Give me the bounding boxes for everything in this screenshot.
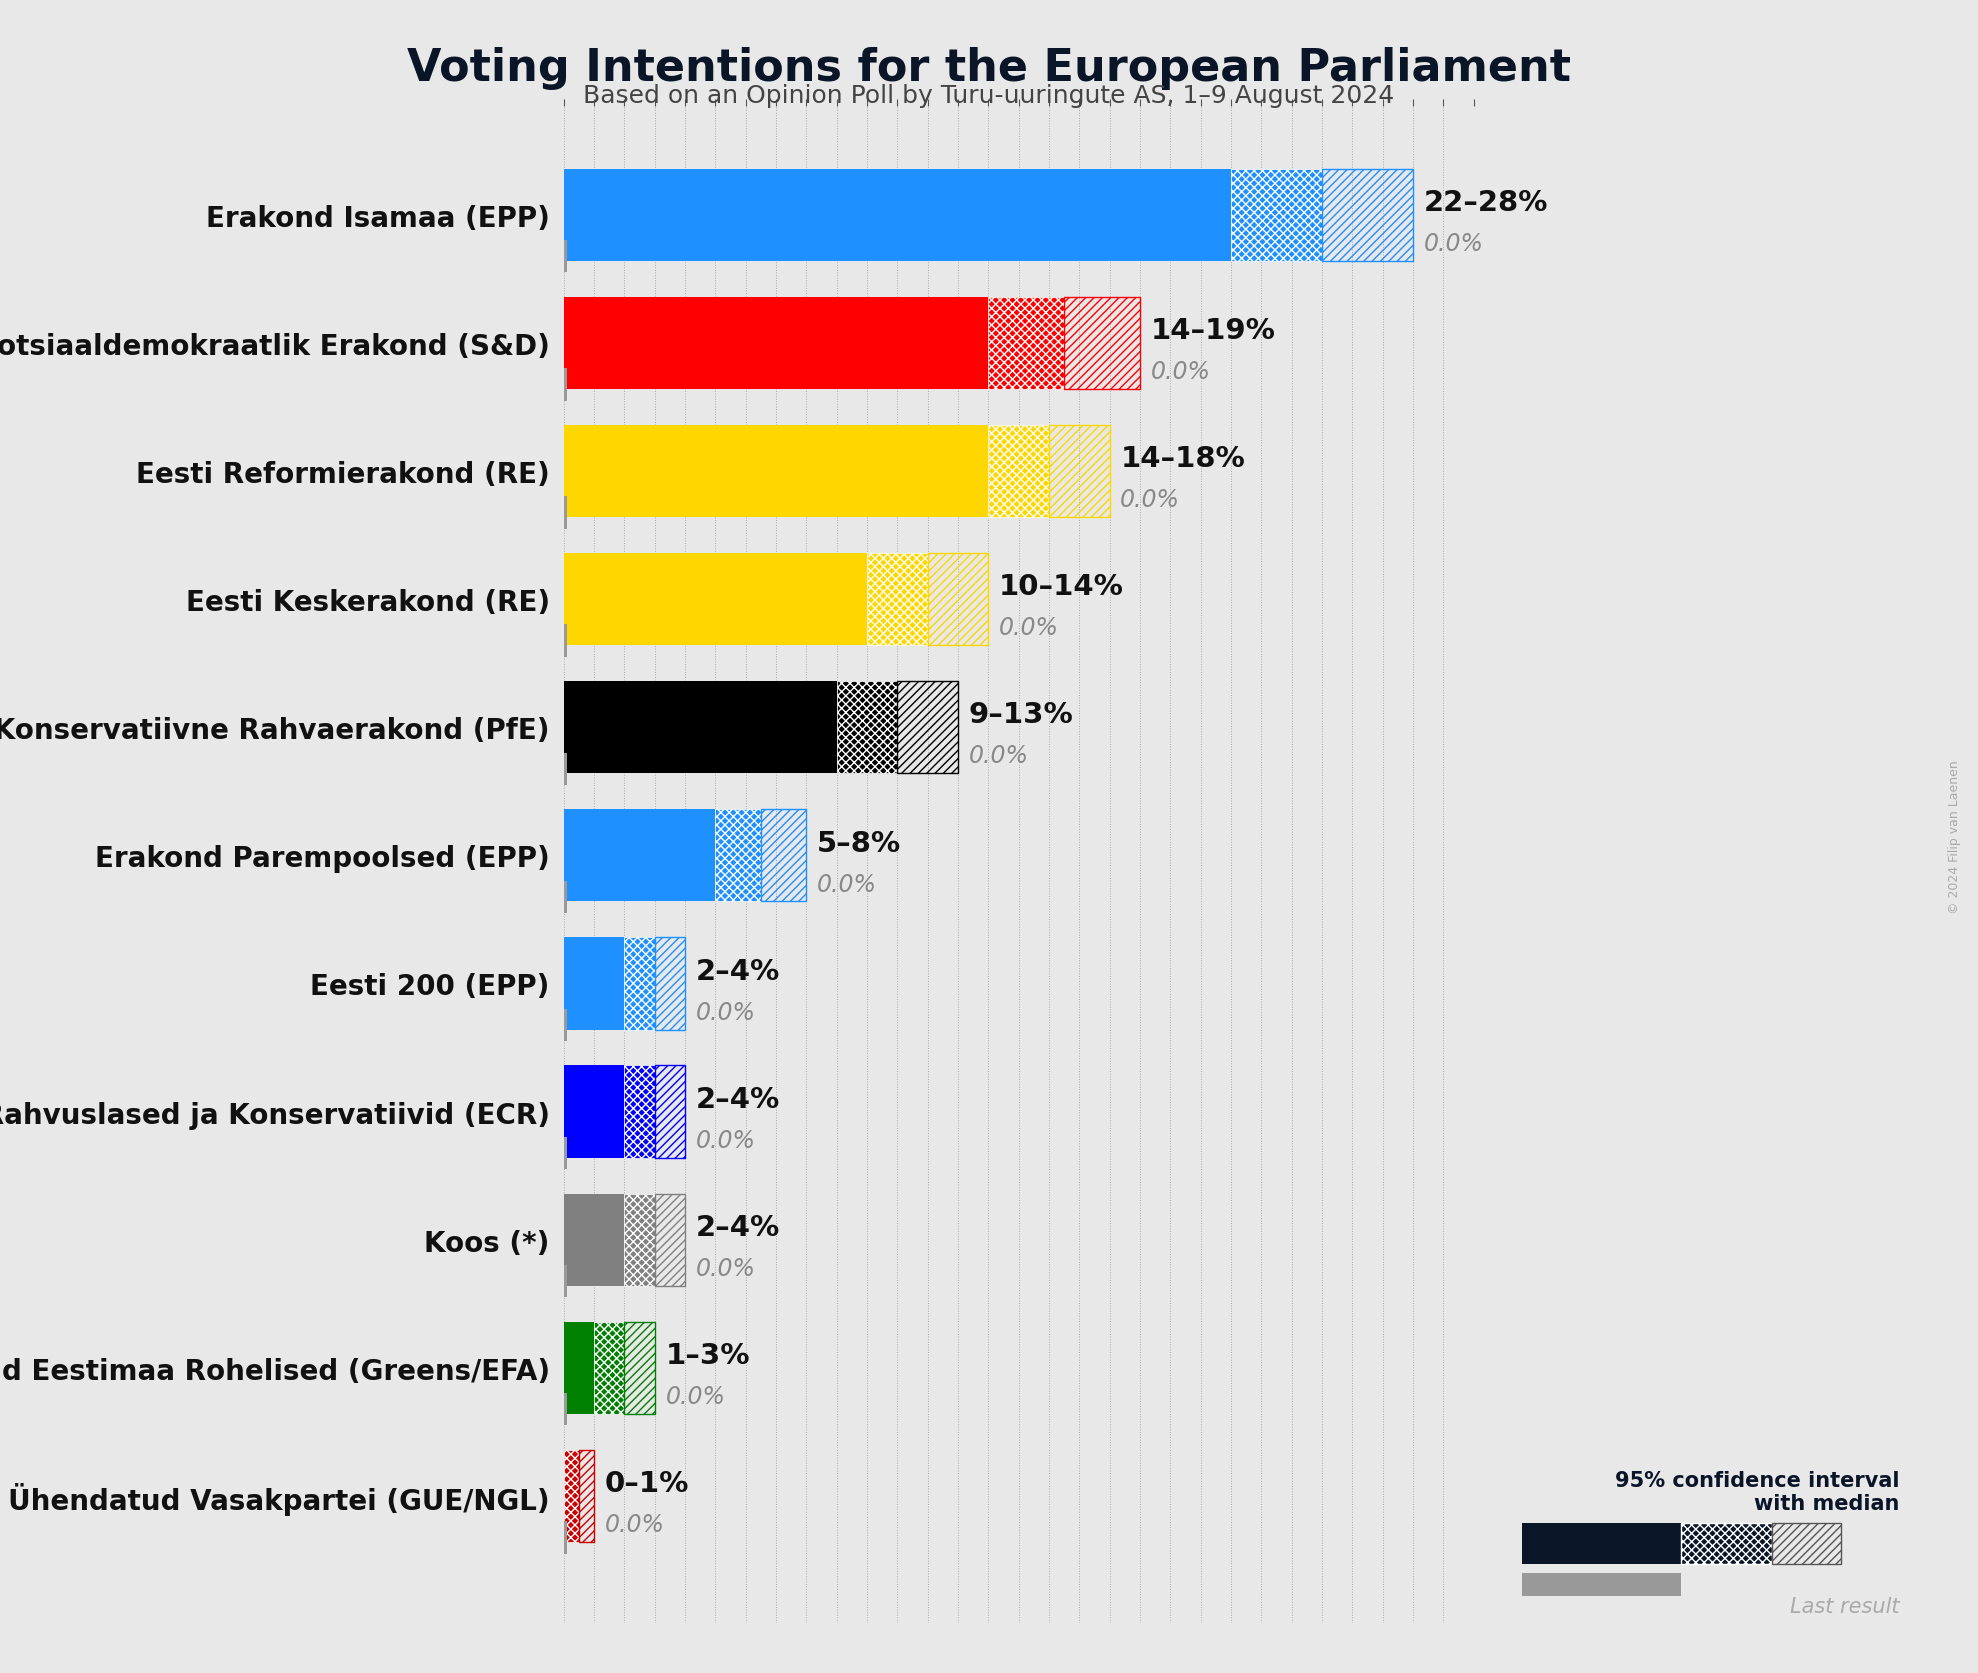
Bar xyxy=(564,810,716,902)
Bar xyxy=(1523,1522,1681,1564)
Bar xyxy=(593,1322,625,1414)
Text: 0.0%: 0.0% xyxy=(605,1512,665,1536)
Bar xyxy=(564,497,568,529)
Text: 0.0%: 0.0% xyxy=(1424,233,1484,256)
Bar xyxy=(564,1450,580,1543)
Bar xyxy=(564,298,989,390)
Bar xyxy=(625,1195,655,1287)
Bar xyxy=(564,1394,568,1425)
Text: 1–3%: 1–3% xyxy=(665,1342,750,1369)
Bar xyxy=(762,810,807,902)
Text: 0.0%: 0.0% xyxy=(1120,489,1181,512)
Bar xyxy=(716,810,762,902)
Text: 0.0%: 0.0% xyxy=(1151,360,1211,383)
Text: 0.0%: 0.0% xyxy=(696,1256,756,1280)
Bar xyxy=(564,681,837,775)
Bar xyxy=(564,1066,625,1158)
Bar xyxy=(564,1265,568,1298)
Text: 2–4%: 2–4% xyxy=(696,1086,779,1113)
Bar xyxy=(1048,425,1110,519)
Bar xyxy=(564,370,568,402)
Text: 2–4%: 2–4% xyxy=(696,957,779,985)
Bar xyxy=(564,241,568,273)
Bar xyxy=(1064,298,1139,390)
Bar xyxy=(564,1195,625,1287)
Bar xyxy=(564,1521,568,1554)
Bar xyxy=(866,554,928,646)
Bar xyxy=(1681,1522,1772,1564)
Text: Based on an Opinion Poll by Turu-uuringute AS, 1–9 August 2024: Based on an Opinion Poll by Turu-uuringu… xyxy=(584,84,1394,107)
Text: 0.0%: 0.0% xyxy=(696,1000,756,1024)
Bar xyxy=(564,1138,568,1169)
Bar xyxy=(655,939,684,1031)
Bar xyxy=(1321,169,1412,261)
Text: 0.0%: 0.0% xyxy=(817,872,876,897)
Text: 0.0%: 0.0% xyxy=(665,1384,726,1409)
Bar xyxy=(564,554,866,646)
Bar xyxy=(655,1195,684,1287)
Bar xyxy=(625,939,655,1031)
Text: 14–19%: 14–19% xyxy=(1151,316,1276,345)
Text: © 2024 Filip van Laenen: © 2024 Filip van Laenen xyxy=(1948,760,1960,913)
Bar xyxy=(1230,169,1321,261)
Text: 0–1%: 0–1% xyxy=(605,1469,688,1497)
Text: Voting Intentions for the European Parliament: Voting Intentions for the European Parli… xyxy=(407,47,1571,90)
Text: Last result: Last result xyxy=(1790,1596,1899,1616)
Text: 0.0%: 0.0% xyxy=(999,616,1058,641)
Text: 22–28%: 22–28% xyxy=(1424,189,1549,217)
Bar xyxy=(625,1066,655,1158)
Bar xyxy=(837,681,898,775)
Bar xyxy=(564,169,1230,261)
Text: 9–13%: 9–13% xyxy=(969,701,1074,729)
Bar xyxy=(564,1009,568,1042)
Bar xyxy=(655,1066,684,1158)
Bar xyxy=(580,1450,593,1543)
Text: 95% confidence interval
with median: 95% confidence interval with median xyxy=(1616,1471,1899,1514)
Bar xyxy=(989,298,1064,390)
Text: 0.0%: 0.0% xyxy=(696,1128,756,1153)
Bar xyxy=(564,753,568,785)
Text: 5–8%: 5–8% xyxy=(817,830,902,857)
Bar xyxy=(1772,1522,1840,1564)
Bar xyxy=(564,626,568,657)
Bar xyxy=(989,425,1048,519)
Bar xyxy=(564,882,568,913)
Bar xyxy=(625,1322,655,1414)
Bar xyxy=(928,554,989,646)
Text: 14–18%: 14–18% xyxy=(1120,445,1244,473)
Bar xyxy=(564,425,989,519)
Text: 2–4%: 2–4% xyxy=(696,1213,779,1241)
Bar xyxy=(564,1322,593,1414)
Bar xyxy=(564,939,625,1031)
Text: 10–14%: 10–14% xyxy=(999,572,1124,601)
Text: 0.0%: 0.0% xyxy=(969,744,1029,768)
Bar xyxy=(898,681,957,775)
Bar xyxy=(1523,1574,1681,1596)
